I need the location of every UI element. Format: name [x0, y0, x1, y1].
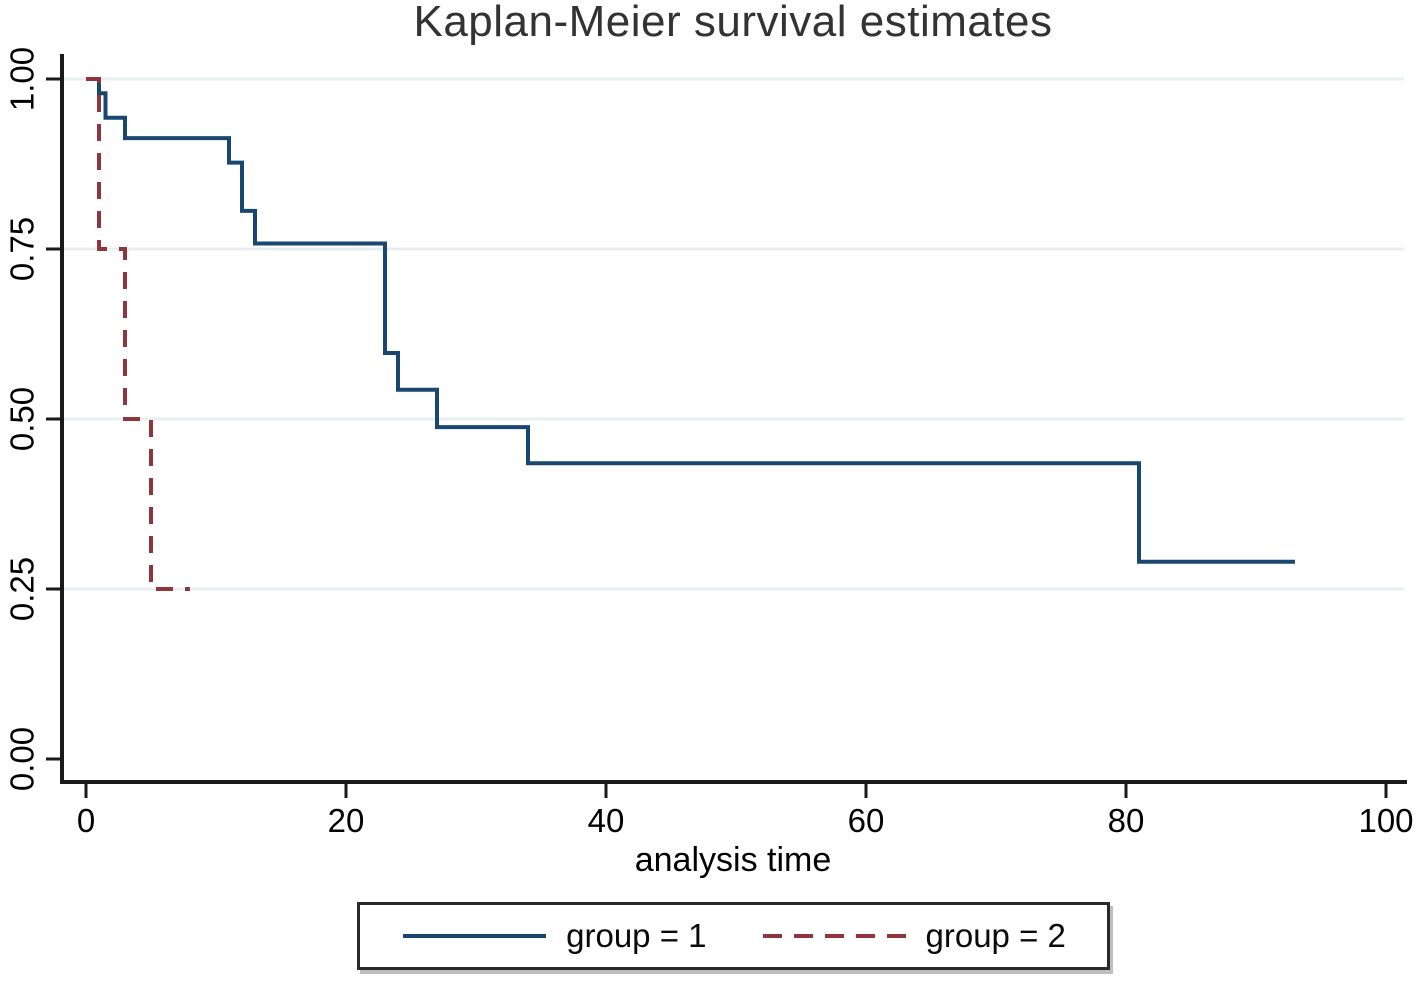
legend-box: group = 1 group = 2 [357, 902, 1110, 970]
x-tick-label: 60 [848, 802, 885, 839]
solid-line-sample [403, 934, 547, 938]
y-tick-label: 0.25 [4, 557, 41, 621]
y-tick-label: 0.00 [4, 727, 41, 791]
legend-label-group-2: group = 2 [925, 917, 1066, 954]
dashed-line-sample [762, 934, 906, 938]
survival-curve-group-2 [86, 77, 190, 591]
y-tick-label: 1.00 [4, 47, 41, 111]
legend-item-group-1: group = 1 [401, 917, 707, 955]
legend-spacer [707, 936, 761, 937]
x-tick-label: 100 [1358, 802, 1413, 839]
x-tick-label: 40 [588, 802, 625, 839]
x-tick-label: 0 [77, 802, 95, 839]
y-tick-label: 0.75 [4, 217, 41, 281]
y-tick-label: 0.50 [4, 387, 41, 451]
survival-curve-group-1 [86, 77, 1295, 564]
x-tick-label: 20 [328, 802, 365, 839]
legend-item-group-2: group = 2 [761, 917, 1066, 955]
x-axis-title: analysis time [634, 841, 832, 879]
chart-title: Kaplan-Meier survival estimates [413, 0, 1053, 46]
legend-label-group-1: group = 1 [566, 917, 707, 954]
x-tick-label: 80 [1108, 802, 1145, 839]
